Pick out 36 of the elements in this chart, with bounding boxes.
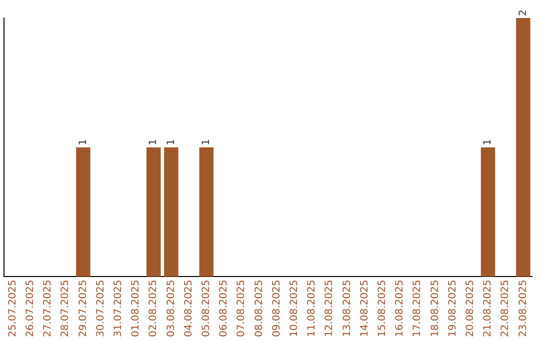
x-tick-label: 08.08.2025 <box>254 280 265 338</box>
x-tick-label: 26.07.2025 <box>24 280 36 338</box>
data-label: 2 <box>518 10 529 16</box>
x-tick-label: 30.07.2025 <box>95 280 106 338</box>
x-tick-label: 04.08.2025 <box>183 280 194 338</box>
data-label: 1 <box>200 138 212 146</box>
x-tick-label: 03.08.2025 <box>166 280 177 338</box>
x-tick-label: 11.08.2025 <box>306 280 318 338</box>
x-tick-label: 17.08.2025 <box>412 280 424 338</box>
x-tick-label: 01.08.2025 <box>130 280 142 338</box>
x-tick-label: 20.08.2025 <box>464 280 476 338</box>
x-tick-label: 05.08.2025 <box>200 280 212 338</box>
x-tick-label: 28.07.2025 <box>60 280 72 338</box>
x-tick-label: 31.07.2025 <box>112 280 124 338</box>
x-tick-label: 10.08.2025 <box>288 280 300 338</box>
x-tick-label: 21.08.2025 <box>482 280 494 338</box>
data-label: 1 <box>166 138 177 146</box>
data-label: 1 <box>148 138 160 146</box>
x-tick-label: 07.08.2025 <box>236 280 248 338</box>
x-tick-label: 19.08.2025 <box>447 280 458 338</box>
data-label: 1 <box>78 138 89 146</box>
x-tick-label: 16.08.2025 <box>394 280 406 338</box>
x-tick-label: 13.08.2025 <box>342 280 353 338</box>
x-tick-label: 15.08.2025 <box>376 280 388 338</box>
x-tick-label: 18.08.2025 <box>430 280 441 338</box>
x-tick-label: 14.08.2025 <box>359 280 370 338</box>
data-label: 1 <box>482 138 494 146</box>
x-tick-label: 02.08.2025 <box>148 280 160 338</box>
x-tick-label: 29.07.2025 <box>78 280 89 338</box>
x-tick-label: 06.08.2025 <box>218 280 230 338</box>
x-tick-label: 09.08.2025 <box>271 280 282 338</box>
x-tick-label: 25.07.2025 <box>7 280 18 338</box>
x-tick-label: 22.08.2025 <box>500 280 512 338</box>
x-tick-label: 27.07.2025 <box>42 280 54 338</box>
x-tick-label: 23.08.2025 <box>518 280 529 338</box>
x-tick-label: 12.08.2025 <box>324 280 336 338</box>
